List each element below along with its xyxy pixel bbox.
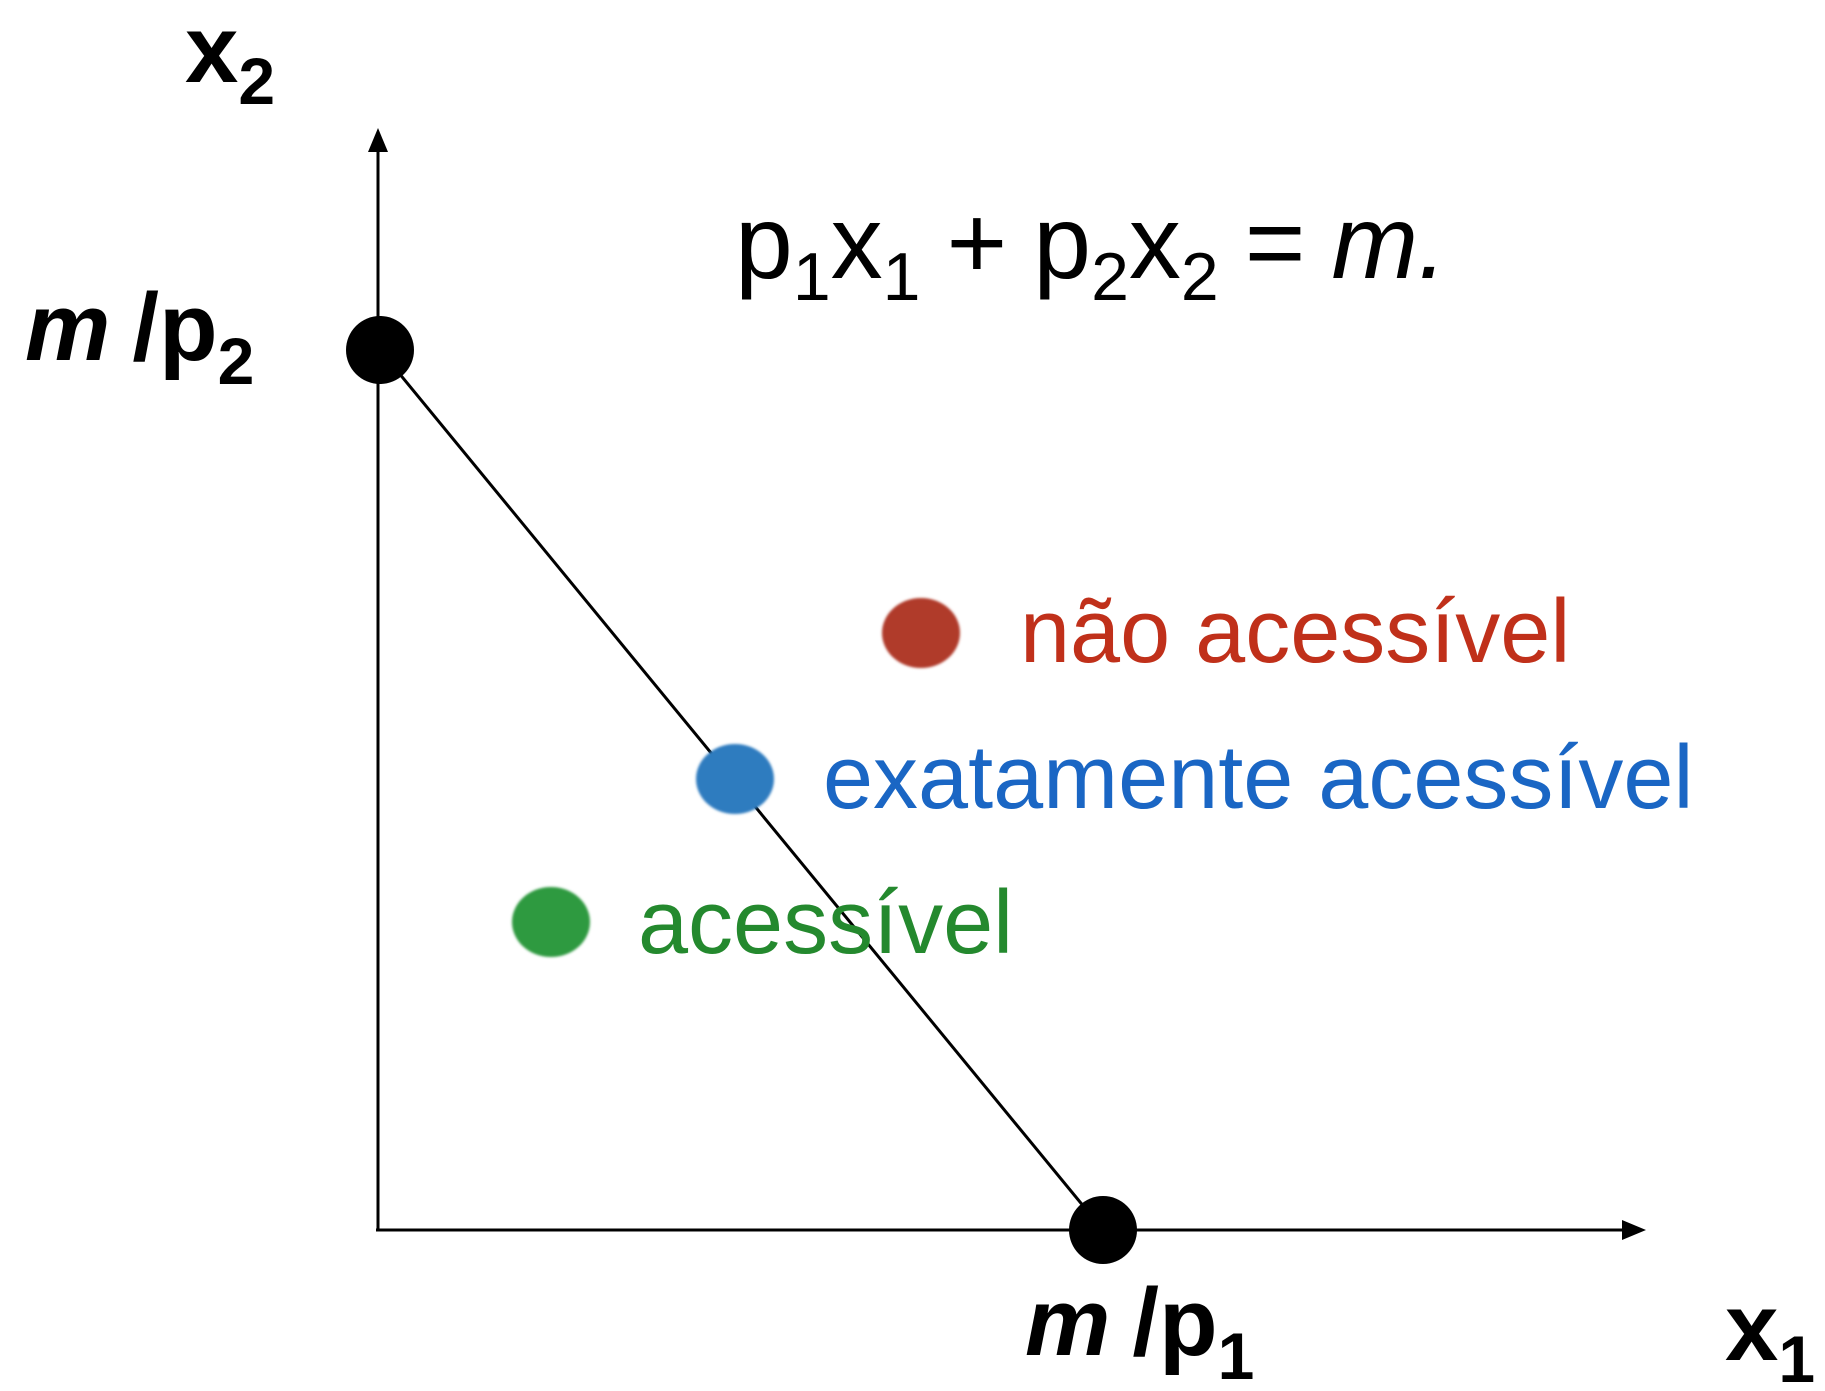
budget-equation: p1x1 + p2x2 = m. — [735, 185, 1447, 315]
affordable-label: acessível — [638, 873, 1013, 973]
exactly-affordable-point — [696, 744, 774, 814]
x-intercept-dot — [1069, 1196, 1137, 1264]
y-axis-arrowhead — [368, 128, 388, 152]
x-intercept-label: m/p1 — [1025, 1269, 1254, 1391]
y-axis-label: x2 — [185, 0, 275, 118]
y-intercept-dot — [346, 316, 414, 384]
unaffordable-point — [882, 598, 960, 668]
affordable-point — [512, 887, 590, 957]
exactly-affordable-label: exatamente acessível — [823, 728, 1693, 828]
x-axis-label: x1 — [1725, 1274, 1815, 1391]
points-layer: não acessível exatamente acessível acessív… — [512, 582, 1693, 973]
y-intercept-label: m/p2 — [25, 274, 254, 398]
unaffordable-label: não acessível — [1020, 582, 1570, 682]
x-axis-arrowhead — [1622, 1220, 1646, 1240]
